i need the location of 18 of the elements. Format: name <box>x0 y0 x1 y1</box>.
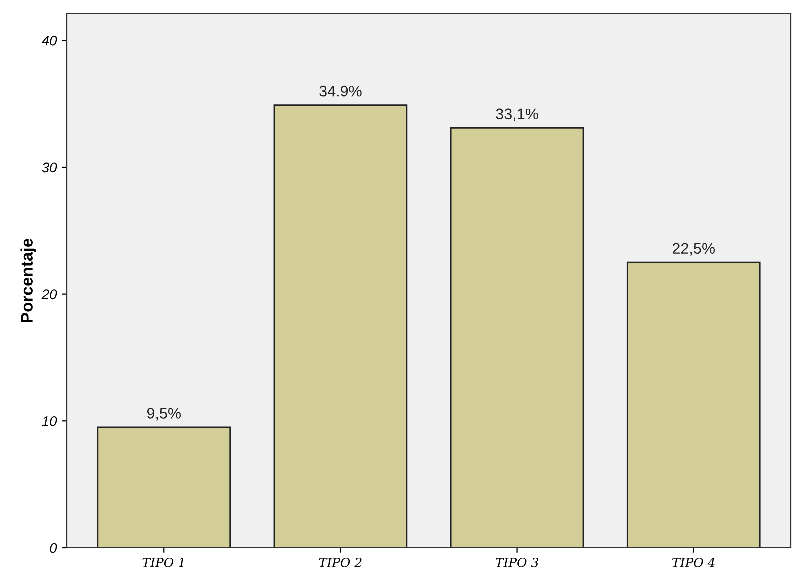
y-tick-label: 20 <box>42 290 58 300</box>
y-tick-label: 40 <box>42 36 58 46</box>
data-label: 22,5% <box>672 243 715 256</box>
y-tick-label: 0 <box>50 543 58 554</box>
x-tick-label: TIPO 2 <box>319 558 362 568</box>
bar <box>274 104 408 548</box>
bar <box>97 426 232 548</box>
bar <box>450 127 584 548</box>
x-tick-label: TIPO 3 <box>496 558 538 568</box>
x-tick-label: TIPO 1 <box>142 558 184 568</box>
data-label: 34.9% <box>320 86 362 97</box>
data-label: 9,5% <box>147 408 181 421</box>
data-label: 33,1% <box>496 108 538 122</box>
y-axis-title: Porcentaje <box>20 238 36 322</box>
x-tick-label: TIPO 4 <box>672 558 715 568</box>
bar <box>626 262 761 548</box>
y-tick-label: 10 <box>42 416 58 426</box>
y-tick-label: 30 <box>42 162 58 173</box>
